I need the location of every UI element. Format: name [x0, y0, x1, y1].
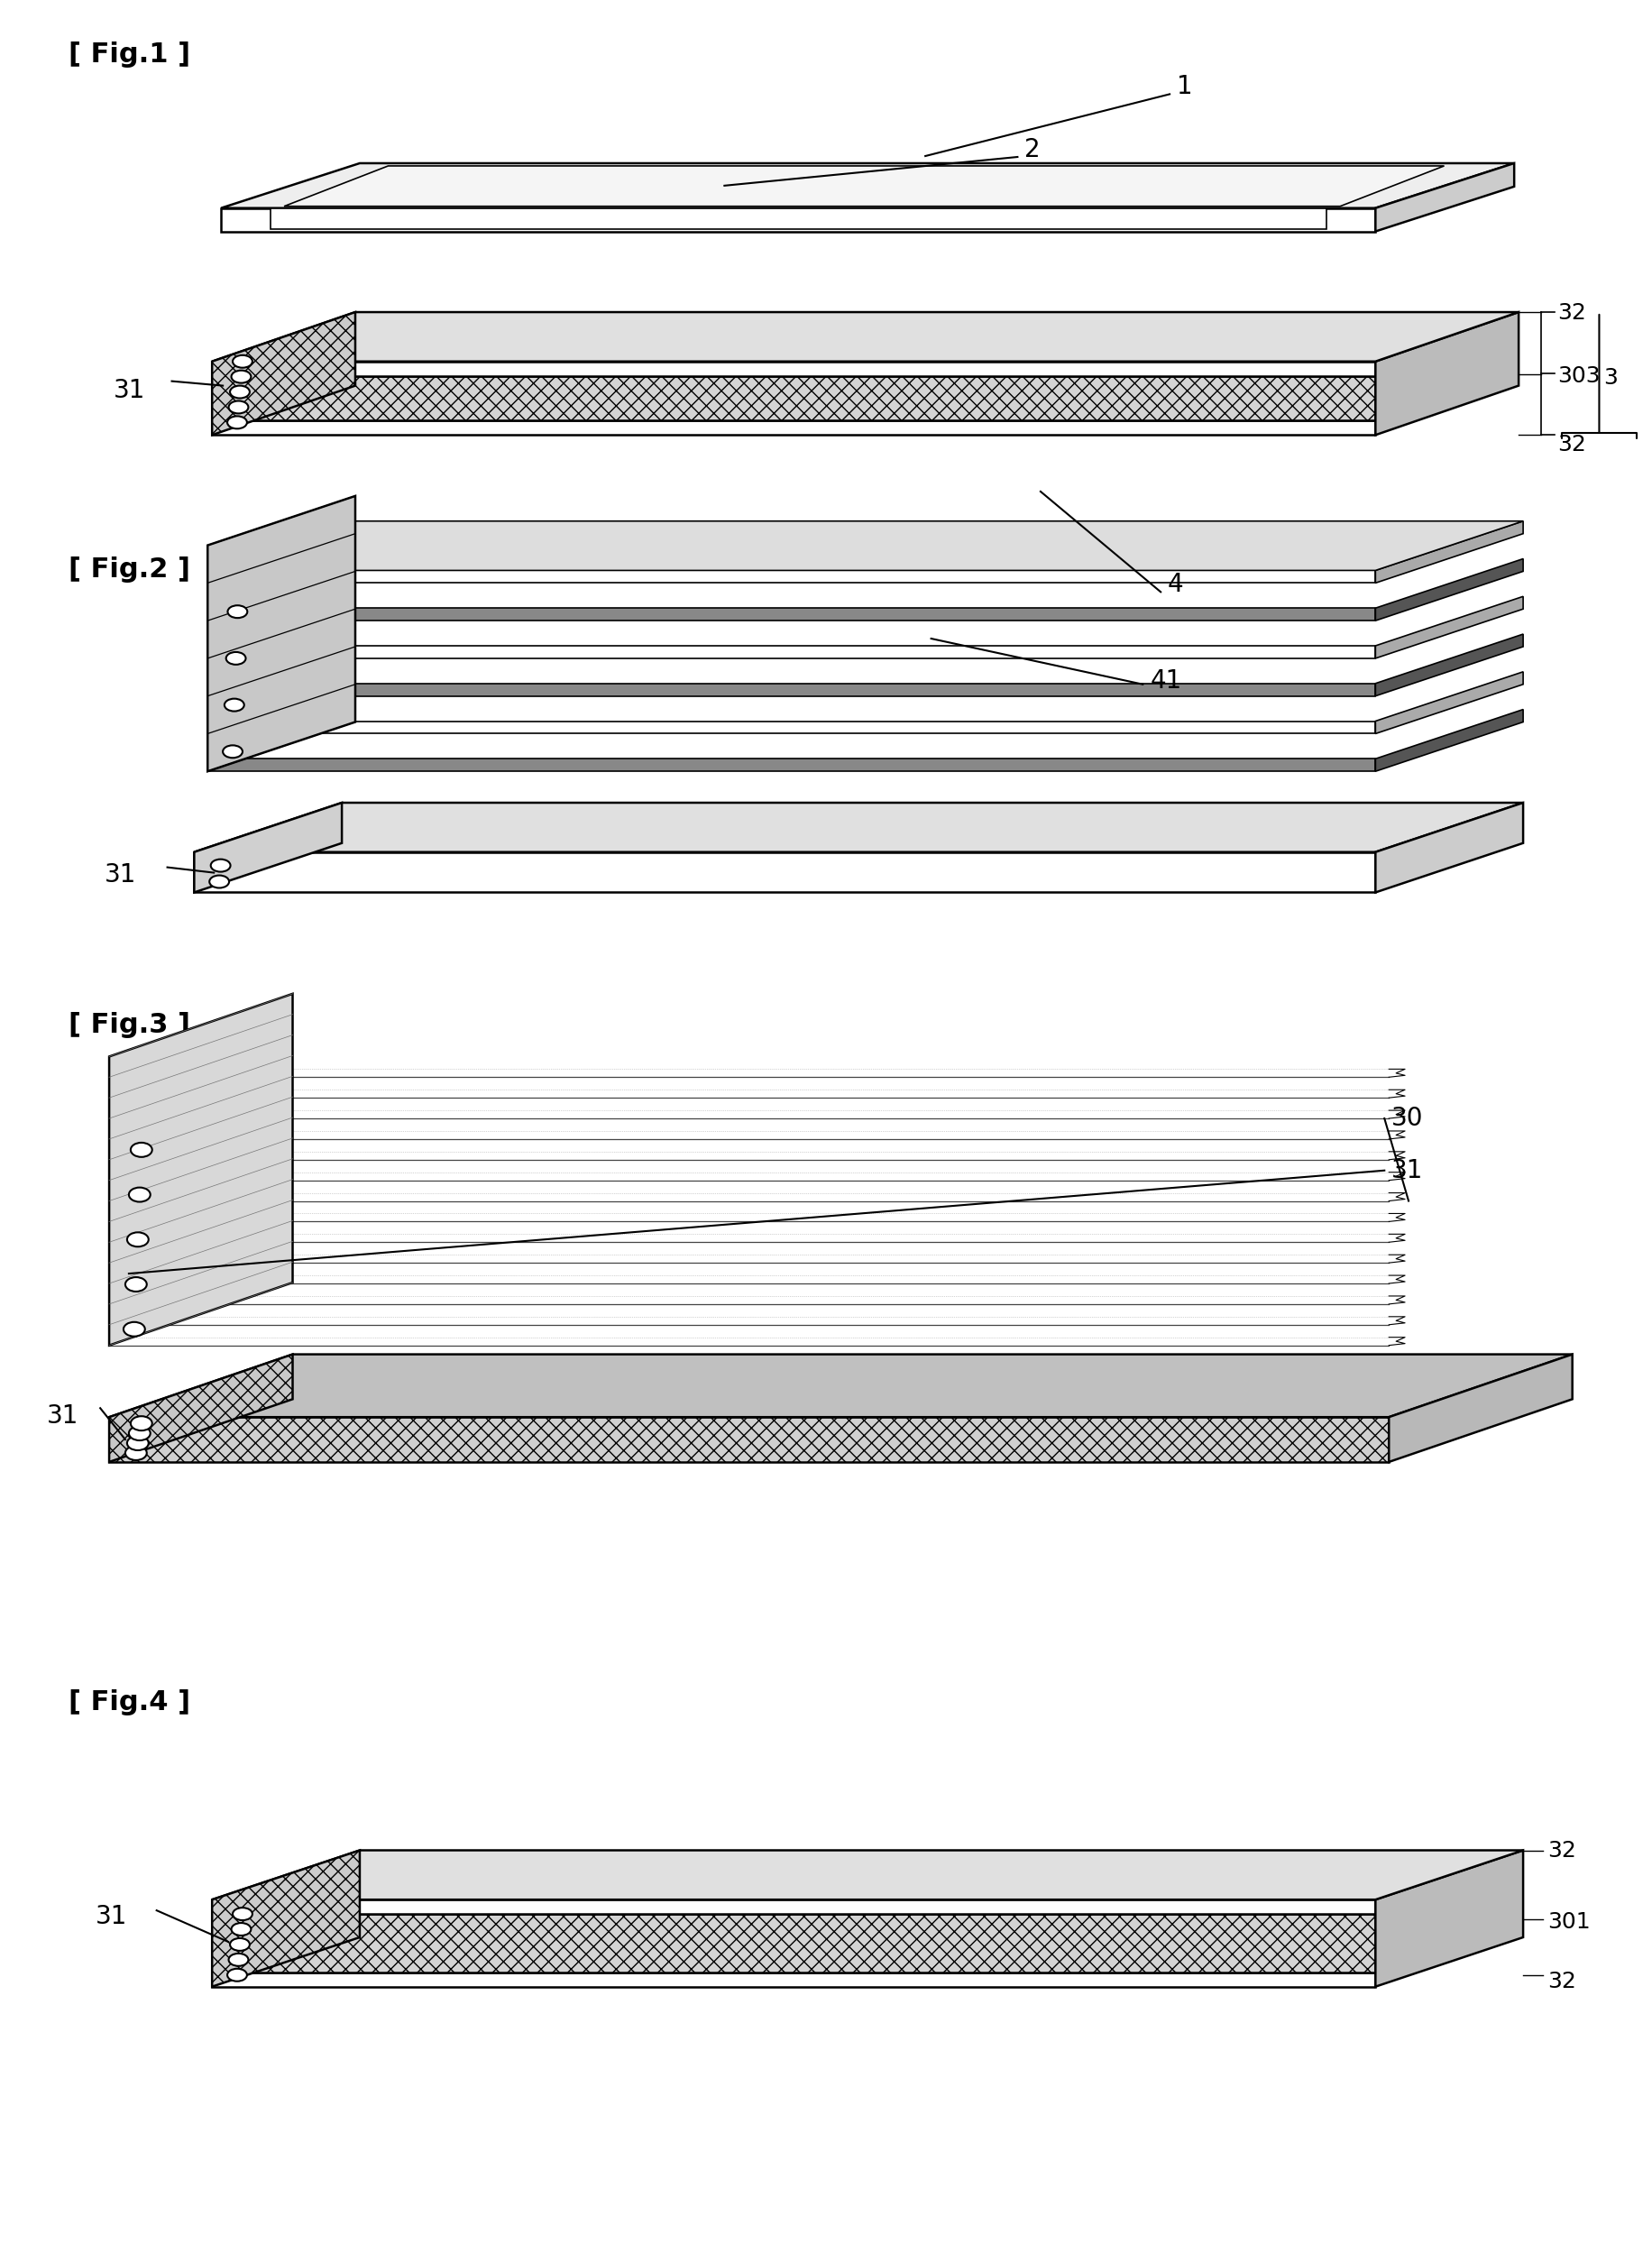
Text: 32: 32 — [1558, 302, 1586, 324]
Polygon shape — [1376, 671, 1523, 734]
Text: 31: 31 — [1391, 1158, 1424, 1183]
Polygon shape — [1389, 1354, 1573, 1462]
Polygon shape — [208, 721, 1376, 734]
Ellipse shape — [210, 876, 230, 888]
Polygon shape — [211, 1850, 360, 1987]
Ellipse shape — [223, 746, 243, 757]
Ellipse shape — [131, 1417, 152, 1431]
Ellipse shape — [228, 417, 248, 428]
Text: 32: 32 — [1548, 1971, 1576, 1992]
Ellipse shape — [226, 651, 246, 665]
Text: 32: 32 — [1558, 435, 1586, 455]
Ellipse shape — [228, 1969, 248, 1980]
Ellipse shape — [225, 698, 244, 712]
Text: 32: 32 — [1548, 1841, 1576, 1861]
Polygon shape — [208, 496, 355, 771]
Polygon shape — [211, 1915, 1376, 1971]
Ellipse shape — [228, 606, 248, 617]
Polygon shape — [284, 167, 1444, 207]
Text: 303: 303 — [1558, 365, 1601, 388]
Polygon shape — [208, 520, 1523, 570]
Polygon shape — [211, 1899, 1376, 1915]
Polygon shape — [109, 1417, 1389, 1462]
Text: 30: 30 — [1391, 1106, 1424, 1131]
Polygon shape — [1376, 802, 1523, 892]
Ellipse shape — [127, 1232, 149, 1246]
Ellipse shape — [231, 1924, 251, 1935]
Text: 31: 31 — [104, 863, 137, 888]
Polygon shape — [195, 852, 1376, 892]
Ellipse shape — [127, 1435, 149, 1451]
Polygon shape — [211, 376, 1376, 421]
Text: 41: 41 — [1150, 669, 1181, 694]
Polygon shape — [208, 570, 1376, 584]
Ellipse shape — [228, 401, 248, 415]
Text: 301: 301 — [1548, 1911, 1591, 1933]
Text: [ Fig.3 ]: [ Fig.3 ] — [69, 1012, 190, 1039]
Text: 4: 4 — [1168, 572, 1184, 597]
Polygon shape — [1376, 710, 1523, 771]
Polygon shape — [1376, 520, 1523, 584]
Polygon shape — [221, 207, 1376, 232]
Polygon shape — [211, 421, 1376, 435]
Text: 31: 31 — [114, 379, 145, 403]
Ellipse shape — [230, 385, 249, 399]
Text: 2: 2 — [1024, 137, 1041, 162]
Polygon shape — [211, 313, 355, 435]
Ellipse shape — [129, 1426, 150, 1440]
Polygon shape — [195, 802, 342, 892]
Ellipse shape — [233, 356, 253, 367]
Polygon shape — [1376, 559, 1523, 620]
Polygon shape — [109, 1354, 1573, 1417]
Text: 1: 1 — [1176, 74, 1193, 99]
Ellipse shape — [233, 1908, 253, 1920]
Polygon shape — [211, 313, 1518, 360]
Ellipse shape — [129, 1187, 150, 1201]
Ellipse shape — [231, 369, 251, 383]
Polygon shape — [221, 162, 1515, 207]
Ellipse shape — [228, 1953, 248, 1967]
Ellipse shape — [124, 1323, 145, 1336]
Polygon shape — [211, 1971, 1376, 1987]
Ellipse shape — [131, 1142, 152, 1158]
Text: 31: 31 — [96, 1904, 127, 1929]
Text: 3: 3 — [1604, 367, 1617, 390]
Text: [ Fig.4 ]: [ Fig.4 ] — [69, 1690, 190, 1717]
Text: [ Fig.1 ]: [ Fig.1 ] — [69, 41, 190, 68]
Polygon shape — [1376, 162, 1515, 232]
Ellipse shape — [126, 1277, 147, 1291]
Polygon shape — [1376, 597, 1523, 658]
Polygon shape — [211, 1850, 1523, 1899]
Polygon shape — [109, 994, 292, 1345]
Ellipse shape — [230, 1938, 249, 1951]
Ellipse shape — [126, 1446, 147, 1460]
Polygon shape — [271, 207, 1327, 230]
Text: [ Fig.2 ]: [ Fig.2 ] — [69, 556, 190, 584]
Polygon shape — [208, 683, 1376, 696]
Polygon shape — [1376, 1850, 1523, 1987]
Ellipse shape — [211, 858, 230, 872]
Polygon shape — [211, 360, 1376, 376]
Text: 31: 31 — [46, 1404, 78, 1428]
Polygon shape — [208, 759, 1376, 771]
Polygon shape — [208, 608, 1376, 620]
Polygon shape — [1376, 313, 1518, 435]
Polygon shape — [208, 647, 1376, 658]
Polygon shape — [195, 802, 1523, 852]
Polygon shape — [109, 1354, 292, 1462]
Polygon shape — [1376, 633, 1523, 696]
